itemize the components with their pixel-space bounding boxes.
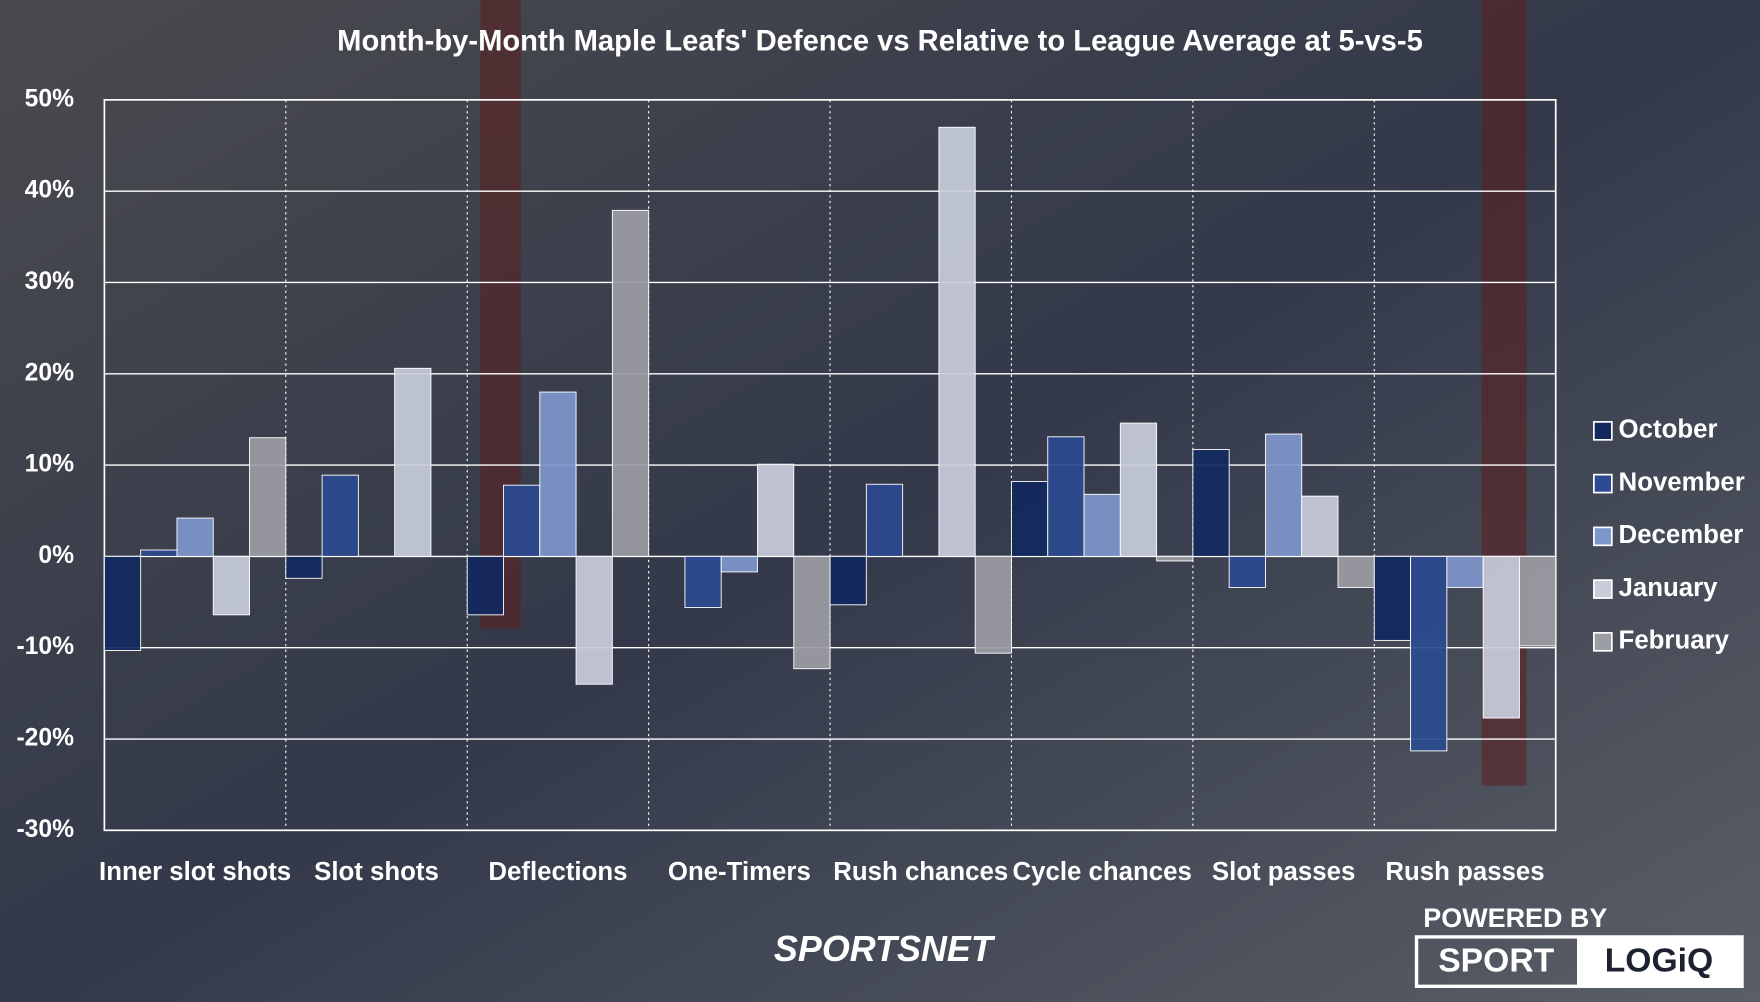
bar: [1410, 555, 1448, 752]
bar: [611, 209, 650, 557]
bar: [1265, 433, 1303, 557]
bar: [793, 555, 831, 670]
bar: [1083, 493, 1121, 557]
y-tick-label: 50%: [25, 85, 74, 112]
bar: [938, 126, 976, 557]
x-tick-label: Slot shots: [314, 858, 439, 886]
y-tick-label: 0%: [38, 542, 74, 569]
x-tick-label: Rush passes: [1385, 858, 1544, 886]
bar: [1228, 555, 1266, 588]
y-tick-label: 40%: [25, 177, 74, 204]
bar: [1482, 555, 1520, 719]
bar: [321, 474, 359, 557]
bar: [1337, 555, 1375, 588]
bar: [140, 549, 178, 557]
bar: [1119, 422, 1158, 557]
legend-swatch: [1593, 421, 1613, 441]
bar: [1373, 555, 1412, 641]
bar: [503, 484, 541, 557]
x-tick-label: Deflections: [488, 858, 627, 886]
x-tick-label: Slot passes: [1212, 858, 1355, 886]
x-tick-label: Cycle chances: [1013, 858, 1192, 886]
bar: [974, 555, 1012, 654]
logo-logiq: LOGiQ: [1605, 943, 1713, 980]
chart-title: Month-by-Month Maple Leafs' Defence vs R…: [337, 25, 1423, 57]
bar: [1011, 481, 1049, 557]
bar: [865, 483, 904, 557]
bar: [1192, 449, 1230, 557]
bar: [466, 555, 504, 616]
y-tick-label: -30%: [16, 816, 74, 843]
legend-label: February: [1619, 627, 1730, 655]
legend-swatch: [1593, 526, 1613, 547]
legend-swatch: [1593, 579, 1613, 599]
logo-fill: [1577, 936, 1743, 987]
legend-label: January: [1619, 574, 1719, 602]
legend-swatch: [1593, 632, 1613, 652]
bar: [1301, 495, 1339, 557]
bar: [1047, 436, 1085, 557]
logo-sport: SPORT: [1438, 943, 1554, 980]
bar: [829, 555, 867, 606]
bar: [575, 555, 613, 685]
bar: [212, 555, 250, 616]
y-tick-label: 20%: [25, 359, 74, 386]
bar: [285, 555, 323, 579]
x-tick-label: Inner slot shots: [99, 858, 291, 886]
bar: [1156, 555, 1194, 562]
bar: [757, 463, 795, 557]
bar: [720, 555, 758, 573]
bar: [1518, 555, 1557, 647]
bar: [1446, 555, 1484, 588]
powered-by: POWERED BY: [1423, 903, 1607, 933]
y-tick-label: 30%: [25, 268, 74, 295]
bar: [394, 367, 432, 557]
y-tick-label: -20%: [16, 725, 74, 752]
x-tick-label: One-Timers: [668, 858, 811, 886]
x-tick-label: Rush chances: [833, 858, 1008, 886]
bar: [176, 517, 214, 557]
legend-label: October: [1619, 416, 1718, 444]
bar: [539, 391, 577, 557]
bar: [249, 437, 287, 557]
y-tick-label: -10%: [16, 633, 74, 660]
bar: [684, 555, 722, 608]
y-tick-label: 10%: [25, 451, 74, 478]
legend-label: November: [1619, 468, 1745, 496]
broadcaster-logo: SPORTSNET: [774, 928, 996, 969]
legend-label: December: [1619, 521, 1744, 549]
bar: [103, 555, 142, 651]
legend-swatch: [1593, 473, 1613, 494]
